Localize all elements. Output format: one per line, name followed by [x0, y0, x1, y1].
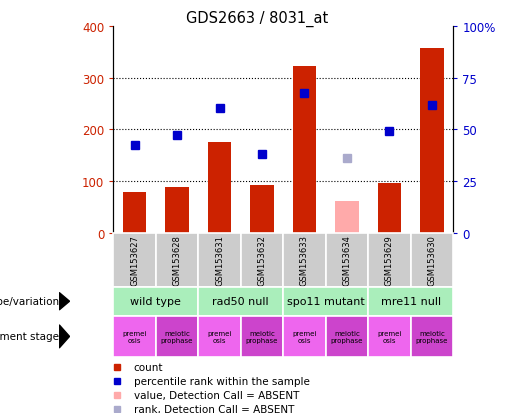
Bar	[410, 233, 453, 287]
Bar	[241, 316, 283, 357]
Bar	[378, 184, 401, 233]
Text: GSM153627: GSM153627	[130, 235, 139, 285]
Text: premei
osis: premei osis	[208, 330, 232, 343]
Bar	[420, 48, 443, 233]
Text: GSM153634: GSM153634	[342, 235, 351, 285]
Bar	[198, 316, 241, 357]
Text: mre11 null: mre11 null	[381, 297, 441, 306]
Bar	[283, 233, 325, 287]
Text: GDS2663 / 8031_at: GDS2663 / 8031_at	[186, 10, 329, 26]
Bar	[293, 67, 316, 233]
Text: value, Detection Call = ABSENT: value, Detection Call = ABSENT	[134, 390, 299, 400]
Bar	[208, 143, 231, 233]
Text: percentile rank within the sample: percentile rank within the sample	[134, 376, 310, 386]
Bar	[368, 233, 410, 287]
Bar	[156, 233, 198, 287]
Bar	[165, 188, 188, 233]
Text: GSM153631: GSM153631	[215, 235, 224, 285]
Text: GSM153633: GSM153633	[300, 235, 309, 286]
Bar	[198, 287, 283, 316]
Text: GSM153630: GSM153630	[427, 235, 436, 285]
Text: premei
osis: premei osis	[377, 330, 402, 343]
Bar	[283, 287, 368, 316]
Bar	[335, 201, 358, 233]
Text: rank, Detection Call = ABSENT: rank, Detection Call = ABSENT	[134, 404, 294, 413]
Bar	[325, 316, 368, 357]
Text: GSM153628: GSM153628	[173, 235, 181, 285]
Bar	[156, 316, 198, 357]
Polygon shape	[59, 293, 70, 310]
Bar	[113, 316, 156, 357]
Text: genotype/variation: genotype/variation	[0, 297, 59, 306]
Text: meiotic
prophase: meiotic prophase	[246, 330, 278, 343]
Bar	[368, 316, 410, 357]
Polygon shape	[59, 325, 70, 348]
Bar	[410, 316, 453, 357]
Bar	[283, 316, 325, 357]
Text: meiotic
prophase: meiotic prophase	[416, 330, 448, 343]
Bar	[198, 233, 241, 287]
Text: premei
osis: premei osis	[293, 330, 317, 343]
Text: premei
osis: premei osis	[123, 330, 147, 343]
Bar	[241, 233, 283, 287]
Text: GSM153632: GSM153632	[258, 235, 266, 285]
Text: development stage: development stage	[0, 332, 59, 342]
Text: meiotic
prophase: meiotic prophase	[331, 330, 363, 343]
Text: count: count	[134, 362, 163, 372]
Bar	[123, 192, 146, 233]
Text: rad50 null: rad50 null	[213, 297, 269, 306]
Bar	[325, 233, 368, 287]
Bar	[250, 185, 273, 233]
Bar	[368, 287, 453, 316]
Text: spo11 mutant: spo11 mutant	[287, 297, 365, 306]
Text: meiotic
prophase: meiotic prophase	[161, 330, 193, 343]
Text: wild type: wild type	[130, 297, 181, 306]
Text: GSM153629: GSM153629	[385, 235, 394, 285]
Bar	[113, 233, 156, 287]
Bar	[113, 287, 198, 316]
